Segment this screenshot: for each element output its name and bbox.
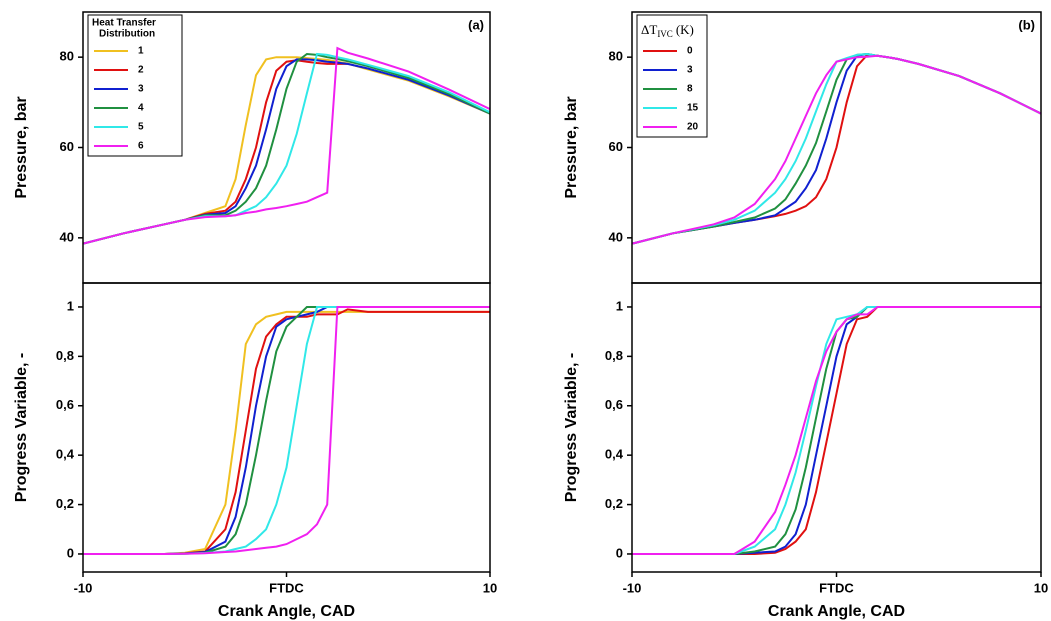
legend-label: 3	[138, 84, 144, 95]
legend: ΔTIVC (K) 0 3 8 15 20	[636, 14, 708, 138]
x-tick-label: FTDC	[819, 580, 854, 595]
plot-area	[632, 306, 1041, 555]
series-line	[83, 306, 490, 555]
y-tick-label: 0,2	[605, 496, 623, 511]
plot-area	[83, 306, 490, 555]
legend-title: ΔTIVC (K)	[641, 22, 694, 39]
y-tick-label: 80	[609, 49, 623, 64]
legend-label: 15	[687, 103, 699, 114]
series-line	[632, 306, 1041, 555]
x-tick-label: 10	[1034, 580, 1048, 595]
y-tick-label: 0,6	[605, 397, 623, 412]
y-tick-label: 1	[67, 298, 74, 313]
legend-label: 1	[138, 46, 144, 57]
panel-label: (b)	[1018, 17, 1035, 32]
axes-frame	[631, 282, 1042, 573]
y-tick-label: 1	[616, 298, 623, 313]
legend-label: 4	[138, 103, 144, 114]
legend-label: 3	[687, 65, 693, 76]
y-tick-label: 60	[60, 139, 74, 154]
y-tick-label: 80	[60, 49, 74, 64]
series-line	[83, 308, 490, 555]
legend-label: 8	[687, 84, 693, 95]
x-tick-label: -10	[74, 580, 93, 595]
y-tick-label: 0,8	[56, 348, 74, 363]
y-tick-label: 0	[616, 545, 623, 560]
plot-area	[83, 46, 490, 245]
series-line	[632, 306, 1041, 555]
y-tick-label: 40	[609, 229, 623, 244]
y-tick-label: 0,4	[56, 447, 75, 462]
legend-box	[636, 14, 708, 138]
y-tick-label: 0,6	[56, 397, 74, 412]
x-tick-label: -10	[623, 580, 642, 595]
y-axis-label: Pressure, bar	[13, 96, 30, 198]
y-tick-label: 60	[609, 139, 623, 154]
y-axis-label: Pressure, bar	[563, 96, 580, 198]
y-tick-label: 0,2	[56, 496, 74, 511]
plot-area	[632, 52, 1041, 245]
series-line	[83, 306, 490, 555]
series-line	[83, 46, 490, 245]
legend-label: 20	[687, 122, 699, 133]
legend-label: 5	[138, 122, 144, 133]
series-line	[632, 306, 1041, 555]
legend-label: 0	[687, 46, 693, 57]
legend-title-sub: IVC	[657, 29, 673, 39]
y-tick-label: 0,4	[605, 447, 624, 462]
y-axis-label: Progress Variable, -	[563, 353, 580, 502]
y-tick-label: 0	[67, 545, 74, 560]
x-tick-label: 10	[483, 580, 497, 595]
legend-title-unit: (K)	[676, 22, 694, 37]
y-tick-label: 40	[60, 229, 74, 244]
y-axis-label: Progress Variable, -	[13, 353, 30, 502]
series-line	[632, 306, 1041, 555]
x-axis-label: Crank Angle, CAD	[768, 603, 905, 620]
legend-title-main: ΔT	[641, 22, 657, 37]
series-line	[83, 306, 490, 555]
series-line	[632, 54, 1041, 245]
x-axis-label: Crank Angle, CAD	[218, 603, 355, 620]
x-tick-label: FTDC	[269, 580, 304, 595]
series-line	[83, 306, 490, 555]
series-line	[83, 310, 490, 555]
legend-box	[87, 14, 183, 157]
legend-label: 2	[138, 65, 144, 76]
legend-title: Distribution	[99, 29, 155, 40]
panel-label: (a)	[468, 17, 484, 32]
legend-label: 6	[138, 141, 144, 152]
legend-title: Heat Transfer	[92, 18, 156, 29]
series-line	[632, 306, 1041, 555]
y-tick-label: 0,8	[605, 348, 623, 363]
